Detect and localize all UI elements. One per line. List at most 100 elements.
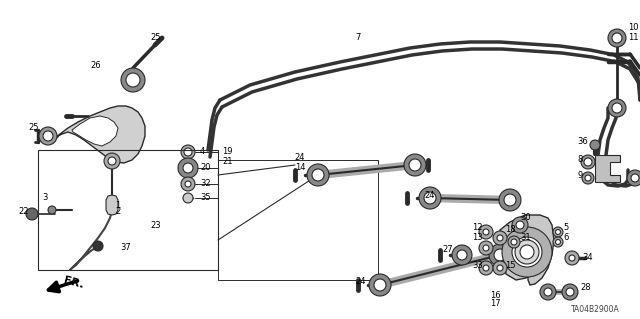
Circle shape — [544, 288, 552, 296]
Text: 11: 11 — [628, 33, 639, 42]
Text: 8: 8 — [577, 155, 582, 165]
Text: 7: 7 — [355, 33, 360, 42]
Text: 21: 21 — [222, 158, 232, 167]
Circle shape — [489, 244, 511, 266]
Text: 9: 9 — [577, 172, 582, 181]
Circle shape — [126, 73, 140, 87]
Circle shape — [627, 170, 640, 186]
Circle shape — [493, 231, 507, 245]
Circle shape — [104, 153, 120, 169]
Circle shape — [93, 241, 103, 251]
Circle shape — [424, 192, 436, 204]
Text: FR.: FR. — [62, 276, 84, 291]
Text: 30: 30 — [520, 213, 531, 222]
Polygon shape — [106, 195, 118, 215]
Text: TA04B2900A: TA04B2900A — [572, 306, 620, 315]
Text: 5: 5 — [563, 224, 568, 233]
Circle shape — [512, 237, 542, 267]
Circle shape — [493, 261, 507, 275]
Circle shape — [184, 148, 192, 156]
Circle shape — [553, 227, 563, 237]
Circle shape — [483, 229, 489, 235]
Circle shape — [556, 240, 561, 244]
Text: 34: 34 — [582, 254, 593, 263]
Circle shape — [520, 245, 534, 259]
Polygon shape — [595, 155, 620, 182]
Bar — [38, 150, 218, 270]
Circle shape — [404, 154, 426, 176]
Circle shape — [612, 33, 622, 43]
Circle shape — [497, 265, 503, 271]
Circle shape — [26, 208, 38, 220]
Circle shape — [540, 284, 556, 300]
Text: 37: 37 — [120, 243, 131, 253]
Circle shape — [181, 145, 195, 159]
Circle shape — [409, 159, 421, 171]
Text: 36: 36 — [577, 137, 588, 146]
Text: 25: 25 — [151, 33, 161, 42]
Text: 14: 14 — [295, 164, 305, 173]
Polygon shape — [55, 106, 145, 163]
Text: 24: 24 — [295, 153, 305, 162]
Polygon shape — [500, 215, 554, 285]
Circle shape — [479, 241, 493, 255]
Text: 3: 3 — [42, 194, 47, 203]
Circle shape — [562, 284, 578, 300]
Circle shape — [479, 225, 493, 239]
Circle shape — [585, 175, 591, 181]
Circle shape — [181, 177, 195, 191]
Text: 10: 10 — [628, 24, 639, 33]
Circle shape — [499, 189, 521, 211]
Circle shape — [590, 140, 600, 150]
Text: 13: 13 — [472, 234, 483, 242]
Circle shape — [582, 172, 594, 184]
Text: 17: 17 — [490, 300, 500, 308]
Circle shape — [479, 261, 493, 275]
Circle shape — [369, 274, 391, 296]
Text: 19: 19 — [222, 147, 232, 157]
Circle shape — [452, 245, 472, 265]
Circle shape — [565, 251, 579, 265]
Circle shape — [497, 235, 503, 241]
Text: 25: 25 — [28, 123, 38, 132]
Text: 22: 22 — [18, 207, 29, 217]
Circle shape — [511, 239, 517, 245]
Text: 32: 32 — [200, 180, 211, 189]
Circle shape — [312, 169, 324, 181]
Circle shape — [483, 245, 489, 251]
Circle shape — [566, 288, 574, 296]
Circle shape — [108, 157, 116, 165]
Circle shape — [553, 237, 563, 247]
Text: 31: 31 — [520, 234, 531, 242]
Text: 15: 15 — [505, 261, 515, 270]
Circle shape — [504, 194, 516, 206]
Text: 2: 2 — [115, 207, 120, 217]
Text: 4: 4 — [200, 147, 205, 157]
Text: 33: 33 — [472, 261, 483, 270]
Circle shape — [512, 217, 528, 233]
Circle shape — [183, 193, 193, 203]
Circle shape — [581, 155, 595, 169]
Circle shape — [39, 127, 57, 145]
Circle shape — [515, 240, 539, 264]
Circle shape — [48, 206, 56, 214]
Circle shape — [483, 265, 489, 271]
Circle shape — [508, 236, 520, 248]
Circle shape — [608, 99, 626, 117]
Circle shape — [631, 174, 639, 182]
Circle shape — [183, 163, 193, 173]
Circle shape — [457, 250, 467, 260]
Circle shape — [121, 68, 145, 92]
Circle shape — [516, 221, 524, 229]
Text: 26: 26 — [90, 62, 100, 70]
Bar — [218, 160, 378, 280]
Text: 27: 27 — [442, 246, 452, 255]
Circle shape — [494, 249, 506, 261]
Text: 24: 24 — [425, 190, 435, 199]
Circle shape — [178, 158, 198, 178]
Circle shape — [419, 187, 441, 209]
Circle shape — [608, 29, 626, 47]
Circle shape — [584, 158, 592, 166]
Circle shape — [185, 181, 191, 187]
Circle shape — [569, 255, 575, 261]
